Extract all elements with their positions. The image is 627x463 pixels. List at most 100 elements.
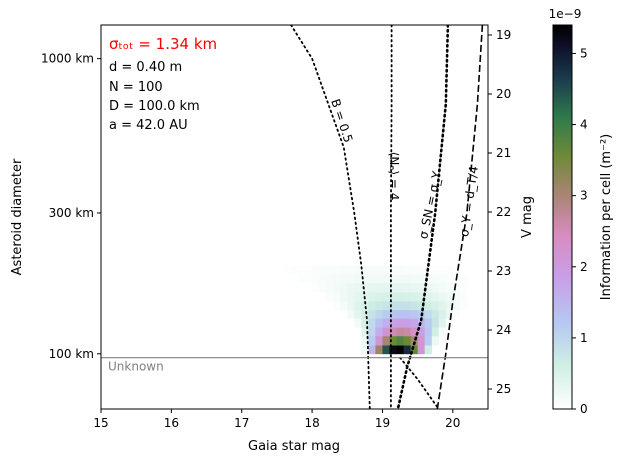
heatmap-cell bbox=[438, 300, 447, 311]
heatmap-cell bbox=[375, 309, 383, 319]
heatmap-cell bbox=[403, 335, 411, 346]
heatmap-cell bbox=[382, 300, 390, 311]
curve-2 bbox=[396, 25, 450, 409]
heatmap-cell bbox=[382, 318, 390, 328]
heatmap-cell bbox=[424, 274, 433, 284]
heatmap-cell bbox=[389, 318, 397, 328]
colorbar-tick-label: 4 bbox=[580, 118, 588, 132]
heatmap-cell bbox=[368, 291, 376, 302]
x-axis-label: Gaia star mag bbox=[248, 439, 340, 454]
plot-frame bbox=[100, 24, 489, 410]
heatmap-cell bbox=[403, 291, 411, 302]
heatmap-cell bbox=[312, 282, 320, 293]
curve-label-ne: ⟨Nₑ⟩ = 4 bbox=[387, 152, 401, 201]
heatmap-cell bbox=[389, 335, 397, 346]
heatmap-cell bbox=[417, 345, 426, 355]
y-tick-label: 1000 km bbox=[41, 52, 94, 66]
x-tick-label: 19 bbox=[375, 416, 390, 430]
heatmap-cell bbox=[354, 265, 362, 275]
curve-label-sigma-y: σ_Y = d_T/4 bbox=[457, 165, 481, 238]
heatmap-cell bbox=[424, 309, 433, 319]
heatmap-cell bbox=[403, 274, 411, 284]
heatmap-cell bbox=[312, 274, 320, 284]
heatmap-cell bbox=[459, 300, 468, 311]
curve-layer bbox=[290, 25, 484, 409]
heatmap-cell bbox=[396, 318, 404, 328]
heatmap-cell bbox=[424, 318, 433, 328]
heatmap-cell bbox=[396, 265, 404, 275]
heatmap-cell bbox=[445, 309, 454, 319]
x-tick-label: 15 bbox=[93, 416, 108, 430]
heatmap-cell bbox=[368, 274, 376, 284]
heatmap-cell bbox=[382, 282, 390, 293]
heatmap-cell bbox=[431, 274, 440, 284]
heatmap-cell bbox=[438, 327, 447, 337]
heatmap-cell bbox=[368, 318, 376, 328]
colorbar-axis: 0 1 2 3 4 5 bbox=[572, 46, 588, 416]
heatmap-cell bbox=[445, 274, 454, 284]
heatmap-cell bbox=[319, 282, 327, 293]
heatmap-cell bbox=[361, 274, 369, 284]
heatmap-cell bbox=[326, 265, 334, 275]
heatmap-cell bbox=[340, 274, 348, 284]
heatmap-cell bbox=[290, 265, 299, 275]
heatmap-cell bbox=[375, 335, 383, 346]
heatmap-cell bbox=[333, 274, 341, 284]
heatmap-cell bbox=[396, 291, 404, 302]
heatmap-cell bbox=[361, 318, 369, 328]
heatmap-cell bbox=[347, 274, 355, 284]
colorbar-tick-label: 5 bbox=[580, 46, 588, 60]
heatmap-cell bbox=[319, 265, 327, 275]
heatmap-cell bbox=[438, 291, 447, 302]
heatmap-cell bbox=[340, 291, 348, 302]
heatmap-cell bbox=[347, 282, 355, 293]
heatmap-cell bbox=[452, 300, 461, 311]
heatmap-cell bbox=[347, 291, 355, 302]
heatmap-cell bbox=[347, 309, 355, 319]
heatmap-cell bbox=[361, 309, 369, 319]
curve-0 bbox=[290, 25, 371, 409]
heatmap-cell bbox=[445, 282, 454, 293]
heatmap-cell bbox=[389, 345, 397, 355]
heatmap-cell bbox=[403, 282, 411, 293]
heatmap-cell bbox=[319, 274, 327, 284]
heatmap-cell bbox=[396, 335, 404, 346]
heatmap-cell bbox=[396, 300, 404, 311]
heatmap-cell bbox=[368, 265, 376, 275]
heatmap-cell bbox=[417, 265, 426, 275]
heatmap-cell bbox=[445, 318, 454, 328]
v-mag-tick-label: 24 bbox=[496, 323, 511, 337]
heatmap-cell bbox=[375, 318, 383, 328]
heatmap-cell bbox=[417, 335, 426, 346]
heatmap-cell bbox=[326, 291, 334, 302]
heatmap-cell bbox=[382, 265, 390, 275]
heatmap-cell bbox=[438, 318, 447, 328]
heatmap-cell bbox=[354, 282, 362, 293]
heatmap-cell bbox=[347, 300, 355, 311]
heatmap-cell bbox=[431, 309, 440, 319]
heatmap-cell bbox=[417, 291, 426, 302]
heatmap-cell bbox=[403, 345, 411, 355]
sigma-tot-annotation: σₜₒₜ = 1.34 km bbox=[109, 35, 217, 53]
heatmap-cell bbox=[389, 327, 397, 337]
heatmap-cell bbox=[410, 282, 419, 293]
heatmap-cell bbox=[368, 282, 376, 293]
y-tick-label: 100 km bbox=[49, 347, 94, 361]
d-annotation: d = 0.40 m bbox=[109, 60, 182, 75]
heatmap-cell bbox=[424, 327, 433, 337]
heatmap-cell bbox=[354, 309, 362, 319]
heatmap-cell bbox=[389, 265, 397, 275]
heatmap-cell bbox=[452, 265, 461, 275]
heatmap-cell bbox=[403, 309, 411, 319]
heatmap-cell bbox=[396, 282, 404, 293]
heatmap-cell bbox=[410, 318, 419, 328]
heatmap-cell bbox=[333, 300, 341, 311]
heatmap-cell bbox=[410, 300, 419, 311]
heatmap-cell bbox=[410, 345, 419, 355]
heatmap-cell bbox=[410, 291, 419, 302]
heatmap-cell bbox=[361, 345, 369, 355]
v-mag-tick-label: 19 bbox=[496, 28, 511, 42]
v-mag-axis-label: V mag bbox=[520, 196, 535, 238]
heatmap-cell bbox=[403, 300, 411, 311]
heatmap-cell bbox=[389, 282, 397, 293]
